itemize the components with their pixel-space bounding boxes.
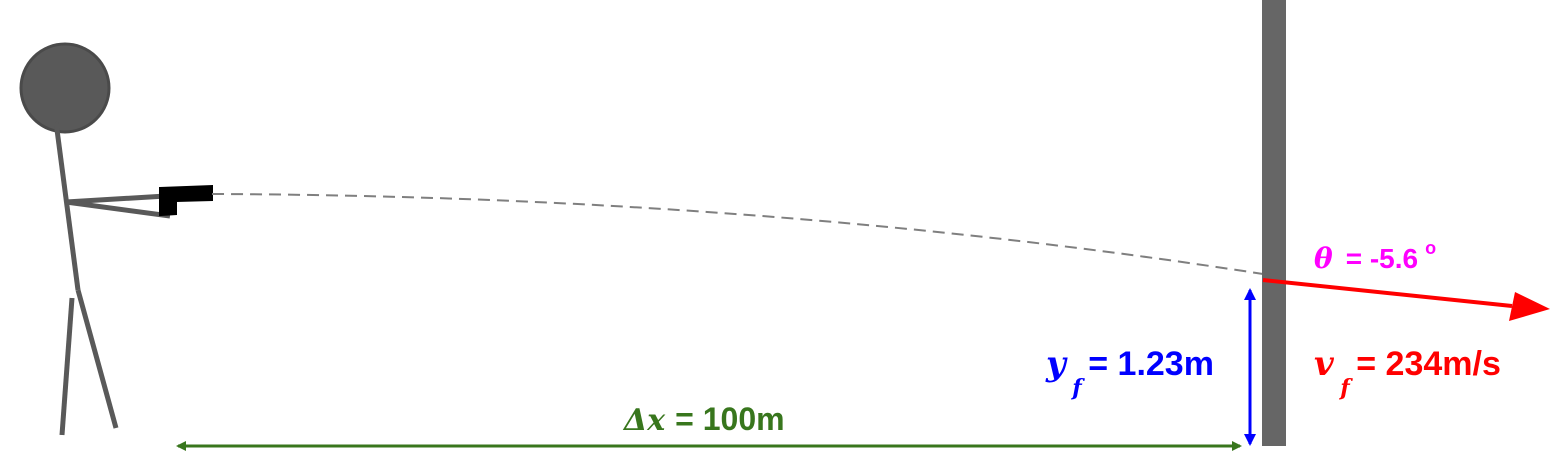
theta-value: = -5.6 <box>1346 243 1418 274</box>
lower-arm <box>65 199 171 219</box>
theta-label: θ = -5.6 o <box>1314 238 1436 275</box>
vf-symbol: v <box>1314 344 1335 384</box>
yf-value: = 1.23m <box>1088 345 1214 383</box>
stick-figure <box>19 42 171 436</box>
wall <box>1262 0 1286 446</box>
gun <box>159 184 213 217</box>
right-leg <box>75 289 119 429</box>
vf-label: v f = 234m/s <box>1314 344 1501 403</box>
velocity-arrow <box>1262 278 1550 321</box>
theta-unit: o <box>1425 238 1436 258</box>
vf-value: = 234m/s <box>1356 345 1501 383</box>
theta-symbol: θ <box>1314 242 1333 275</box>
delta-x-label: Δx = 100m <box>622 401 785 438</box>
vf-subscript: f <box>1338 375 1353 401</box>
body <box>53 121 81 291</box>
upper-arm <box>65 193 167 205</box>
left-leg <box>59 297 75 436</box>
yf-symbol: y <box>1045 344 1068 384</box>
head <box>19 42 111 134</box>
trajectory <box>211 193 1264 275</box>
yf-subscript: f <box>1070 375 1085 401</box>
delta-x-value: = 100m <box>675 401 784 437</box>
delta-x-symbol: Δx <box>622 403 666 438</box>
yf-label: y f = 1.23m <box>1045 344 1214 403</box>
